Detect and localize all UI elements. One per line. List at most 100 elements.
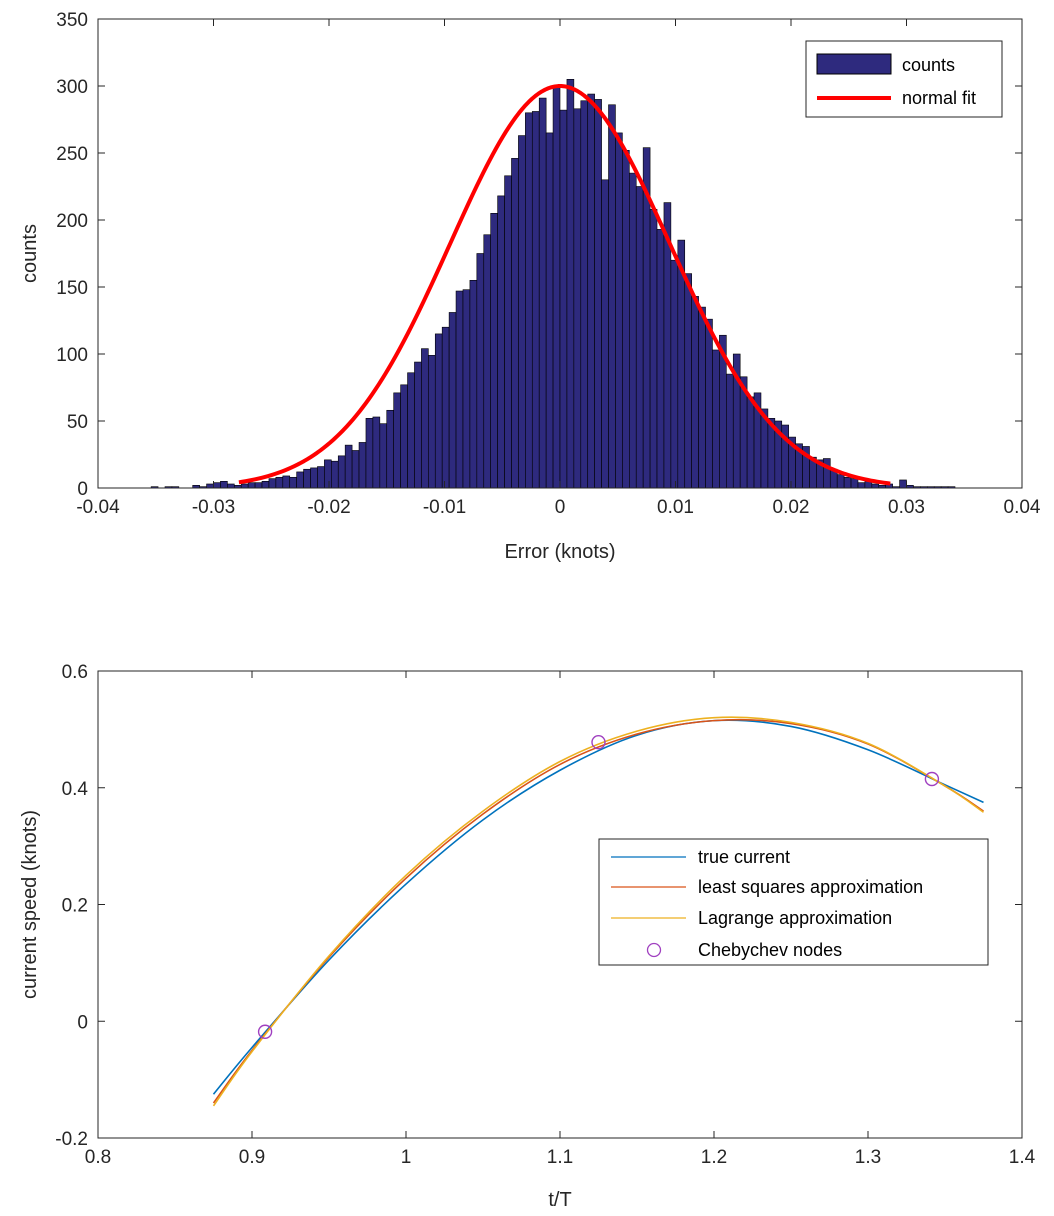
histogram-ticks: -0.04 -0.03 -0.02 -0.01 0 0.01 0.02 0.03 0.04 0 50… xyxy=(56,10,1041,518)
histogram-bar xyxy=(843,476,852,489)
x-tick-label: 0.02 xyxy=(773,497,810,518)
legend-label-normal-fit: normal fit xyxy=(902,88,976,108)
y-tick-label: 300 xyxy=(56,77,88,98)
true-current-line xyxy=(212,719,984,1095)
histogram-bar xyxy=(823,458,831,489)
histogram-bar xyxy=(289,476,297,489)
histogram-bar xyxy=(538,97,547,489)
histogram-bar xyxy=(247,482,256,489)
x-tick-label: 1.3 xyxy=(855,1147,881,1168)
histogram-bar xyxy=(428,355,436,489)
histogram-bar xyxy=(317,466,325,489)
histogram-bar xyxy=(483,234,491,489)
histogram-bar xyxy=(587,93,595,489)
histogram-bar xyxy=(712,349,720,489)
histogram-legend: counts normal fit xyxy=(805,40,1003,118)
histogram-bar xyxy=(497,195,505,489)
histogram-bar xyxy=(857,482,866,489)
histogram-bar xyxy=(545,132,554,489)
histogram-bar xyxy=(531,111,540,489)
x-tick-label: 1.2 xyxy=(701,1147,727,1168)
histogram-bar xyxy=(407,372,415,489)
x-tick-label: 0.01 xyxy=(657,497,694,518)
histogram-bar xyxy=(490,213,498,489)
histogram-bar xyxy=(206,483,214,489)
x-tick-label: 1.1 xyxy=(547,1147,573,1168)
y-tick-label: 0.4 xyxy=(62,779,89,800)
histogram-bar xyxy=(850,478,859,489)
histogram-bar xyxy=(386,409,394,489)
legend-label-least-squares: least squares approximation xyxy=(698,877,923,897)
line-series xyxy=(212,716,984,1107)
histogram-bar xyxy=(559,109,568,489)
histogram-bar xyxy=(836,474,845,489)
histogram-bar xyxy=(608,104,616,489)
histogram-bar xyxy=(296,471,304,489)
line-chart-legend: true current least squares approximation… xyxy=(598,838,989,966)
x-tick-label: 0.9 xyxy=(239,1147,265,1168)
line-chart-y-axis-label: current speed (knots) xyxy=(19,810,41,999)
histogram-bar xyxy=(504,175,512,489)
y-tick-label: 0.6 xyxy=(62,662,88,683)
histogram-x-axis-label: Error (knots) xyxy=(504,541,615,563)
legend-label-counts: counts xyxy=(902,55,955,75)
histogram-bar xyxy=(635,186,644,489)
histogram-bar xyxy=(615,132,623,489)
x-tick-label: 0 xyxy=(555,497,566,518)
histogram-bar xyxy=(746,396,755,489)
y-tick-label: 0 xyxy=(77,1012,88,1033)
histogram-bar xyxy=(275,476,284,489)
line-chart-x-axis-label: t/T xyxy=(548,1189,571,1211)
histogram-bar xyxy=(518,135,526,489)
histogram-bar xyxy=(594,99,602,489)
chebychev-node xyxy=(591,735,606,750)
y-tick-label: 250 xyxy=(56,144,88,165)
histogram-bars xyxy=(150,79,956,489)
histogram-bar xyxy=(220,480,228,489)
histogram-bar xyxy=(268,478,277,489)
histogram-bar xyxy=(282,475,291,489)
legend-label-chebychev-nodes: Chebychev nodes xyxy=(698,940,842,960)
legend-swatch-counts xyxy=(816,53,892,75)
histogram-bar xyxy=(698,306,706,489)
x-tick-label: -0.02 xyxy=(307,497,350,518)
histogram-bar xyxy=(684,273,692,489)
x-tick-label: -0.04 xyxy=(76,497,120,518)
y-tick-label: 100 xyxy=(56,345,88,366)
legend-label-lagrange: Lagrange approximation xyxy=(698,908,892,928)
histogram-bar xyxy=(628,172,637,489)
histogram-bar xyxy=(254,482,263,489)
line-chart-legend-box xyxy=(598,838,989,966)
histogram-bar xyxy=(469,279,478,489)
x-tick-label: 1.4 xyxy=(1009,1147,1036,1168)
histogram-bar xyxy=(476,253,485,489)
histogram-bar xyxy=(573,108,582,489)
y-tick-label: 200 xyxy=(56,211,88,232)
histogram-bar xyxy=(656,229,665,489)
histogram-bar xyxy=(421,348,429,489)
y-tick-label: 0 xyxy=(77,479,88,500)
histogram-bar xyxy=(899,479,907,489)
histogram-bar xyxy=(337,455,346,489)
histogram-bar xyxy=(525,112,533,489)
histogram-bar xyxy=(310,467,318,489)
x-tick-label: 0.03 xyxy=(888,497,925,518)
histogram-chart: -0.04 -0.03 -0.02 -0.01 0 0.01 0.02 0.03 0.04 0 50… xyxy=(19,10,1041,563)
chebychev-node xyxy=(257,1024,273,1039)
histogram-bar xyxy=(448,312,457,489)
histogram-bar xyxy=(622,150,630,489)
histogram-bar xyxy=(566,79,575,489)
histogram-bar xyxy=(871,483,880,489)
histogram-bar xyxy=(331,460,339,489)
histogram-bar xyxy=(434,333,443,489)
histogram-bar xyxy=(580,100,589,489)
line-chart: 0.8 0.9 1 1.1 1.2 1.3 1.4 -0.2 0 0.2 0.4 0.6 t/T cu… xyxy=(19,662,1036,1211)
y-tick-label: 350 xyxy=(56,10,88,31)
histogram-bar xyxy=(455,290,464,489)
x-tick-label: 1 xyxy=(401,1147,412,1168)
x-tick-label: -0.03 xyxy=(192,497,235,518)
chebychev-node xyxy=(924,771,940,787)
line-chart-axes-box xyxy=(97,670,1023,1139)
histogram-bar xyxy=(358,442,367,489)
histogram-bar xyxy=(705,318,713,489)
